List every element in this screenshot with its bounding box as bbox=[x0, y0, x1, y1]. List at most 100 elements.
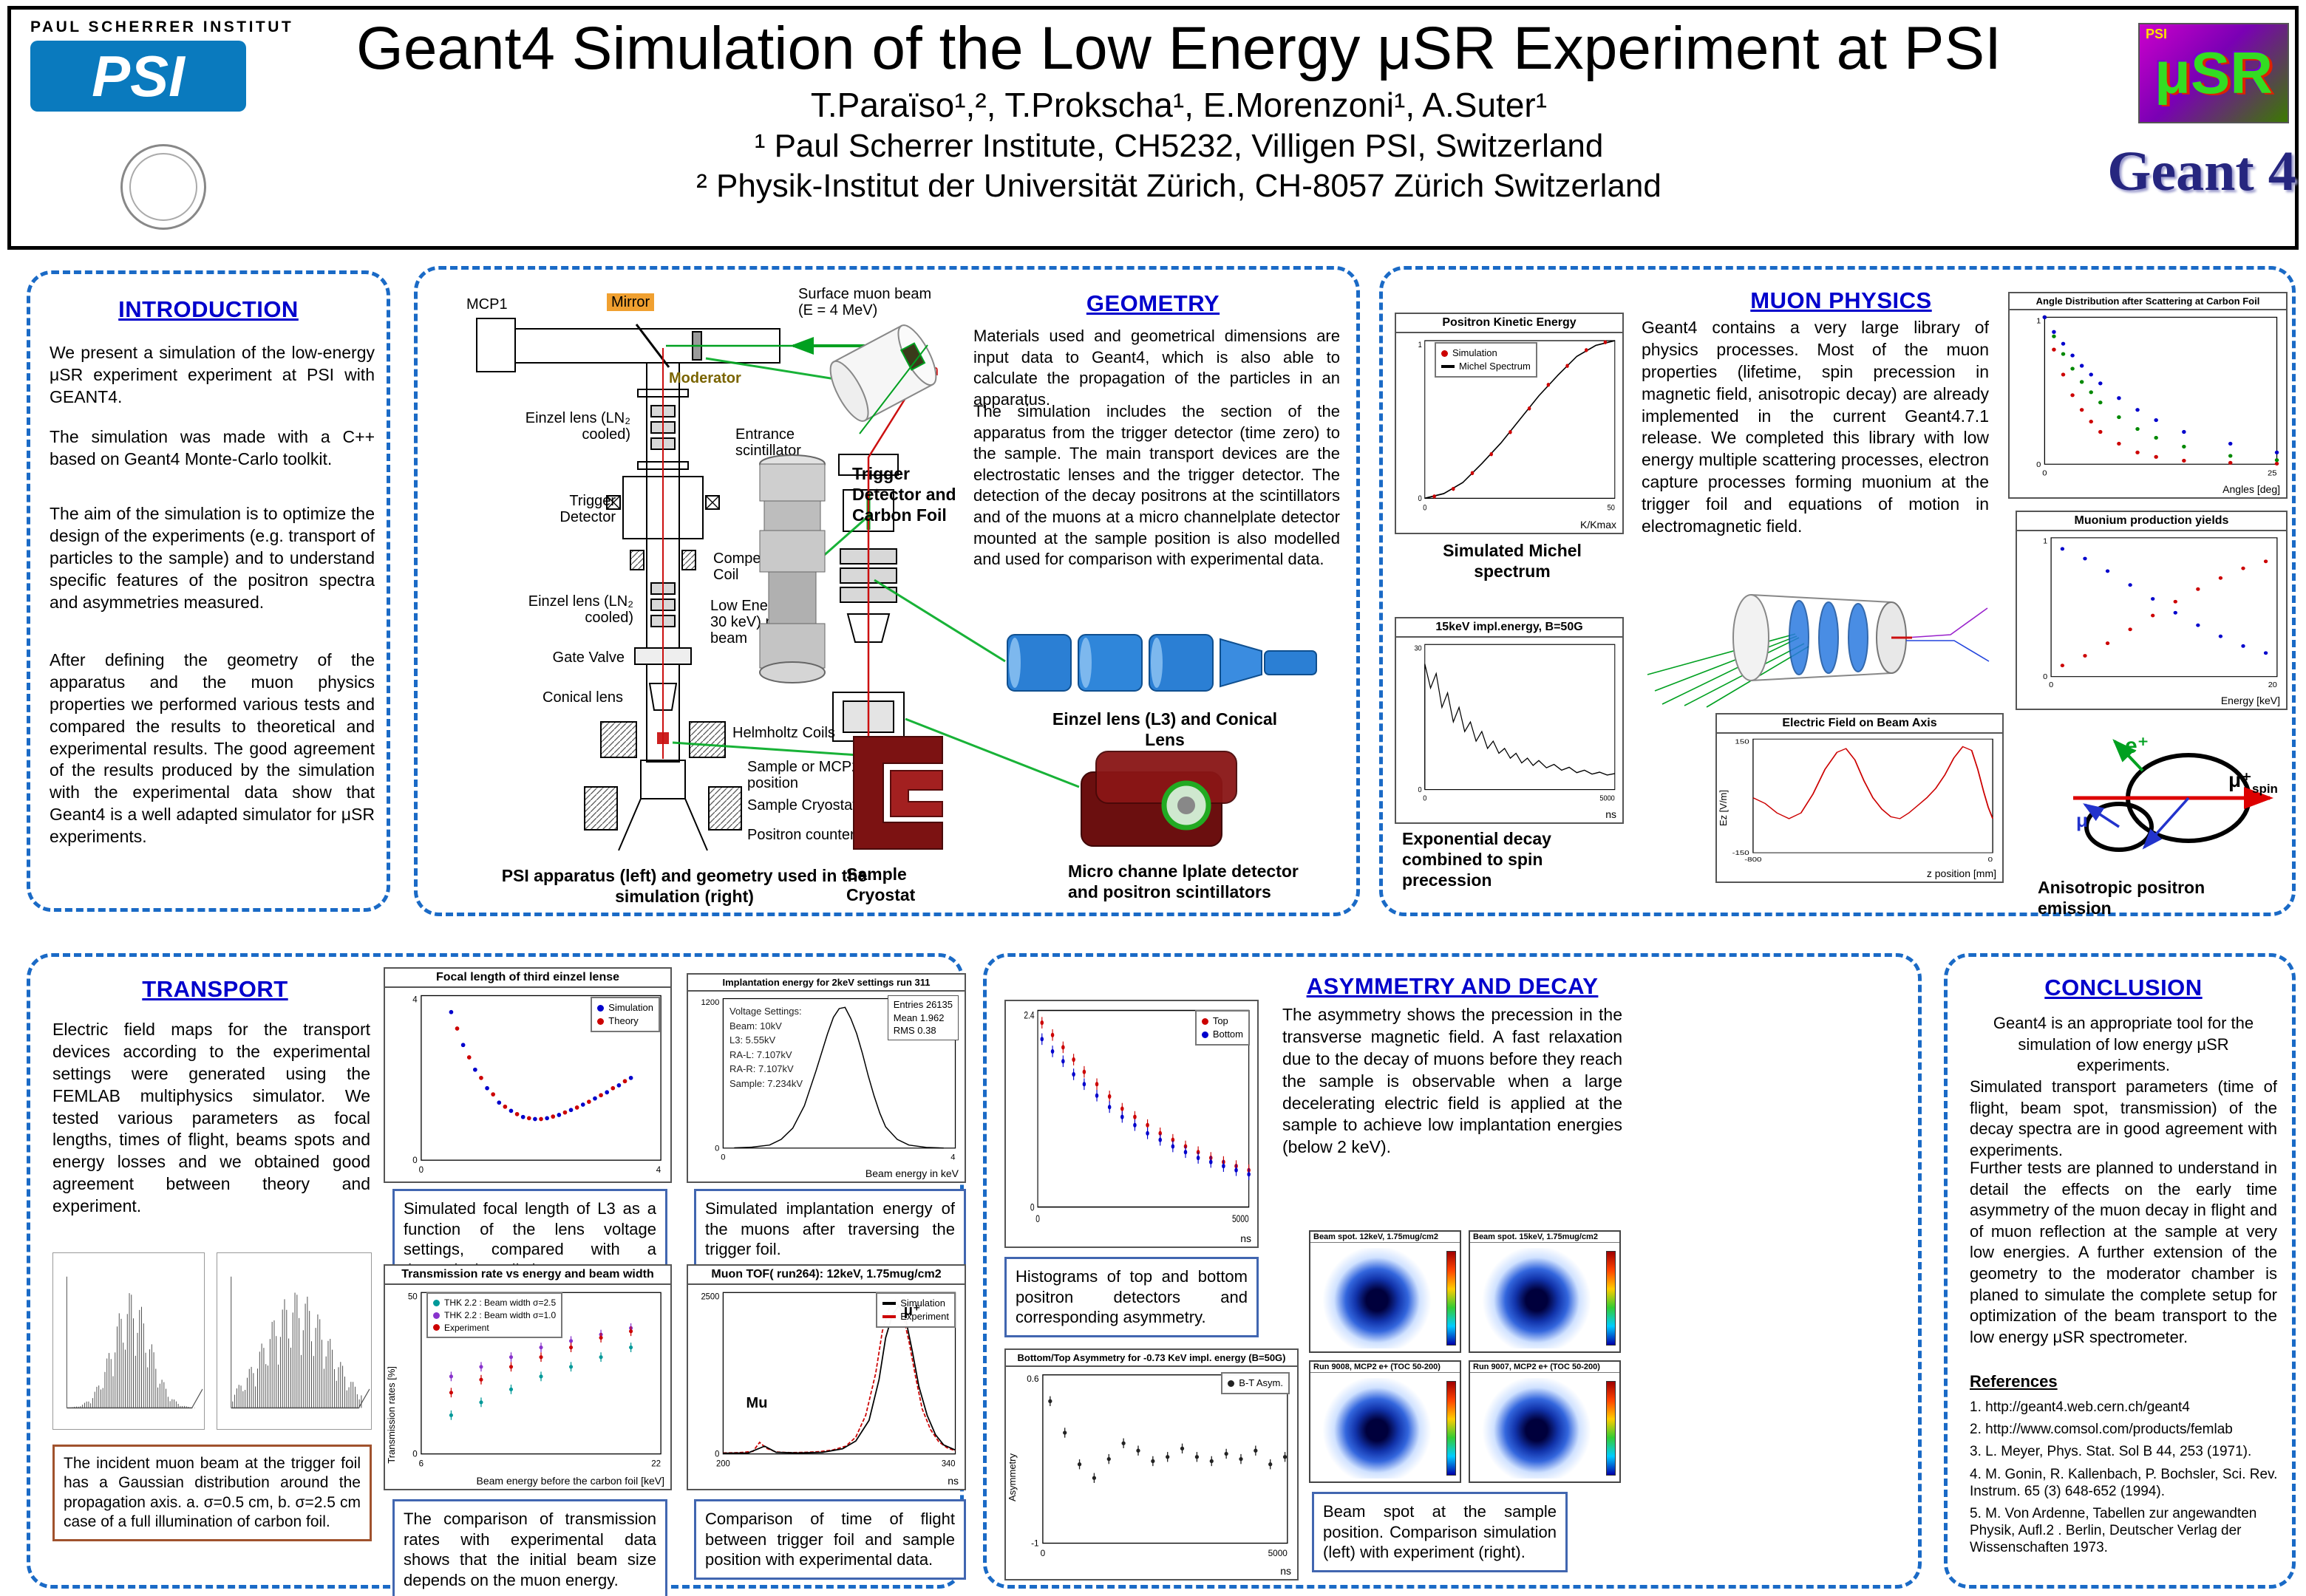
beam-3d-plot-a bbox=[52, 1252, 205, 1430]
muon-physics-paragraph: Geant4 contains a very large library of … bbox=[1642, 318, 1989, 536]
legend-marker bbox=[597, 1017, 605, 1025]
muon-physics-heading: MUON PHYSICS bbox=[1750, 287, 1932, 313]
x-axis-label: ns bbox=[1240, 1232, 1251, 1244]
asymmetry-heading: ASYMMETRY AND DECAY bbox=[1306, 973, 1599, 999]
beam-spot-blob bbox=[1313, 1378, 1441, 1479]
svg-text:200: 200 bbox=[716, 1459, 730, 1468]
svg-text:5000: 5000 bbox=[1599, 794, 1615, 803]
affiliation-1: ¹ Paul Scherrer Institute, CH5232, Villi… bbox=[754, 128, 1604, 164]
reference-item: 5. M. Von Ardenne, Tabellen zur angewand… bbox=[1970, 1505, 2257, 1556]
conclusion-paragraph: Simulated transport parameters (time of … bbox=[1970, 1077, 2277, 1159]
x-axis-label: Beam energy before the carbon foil [keV] bbox=[476, 1475, 664, 1487]
anisotropic-emission-diagram: e⁺ μ μ⁺ spin bbox=[2073, 734, 2278, 852]
apparatus-figure: MCP1 Mirror Moderator Surface muon beam … bbox=[425, 280, 972, 856]
legend-label: Simulation bbox=[1452, 347, 1497, 358]
muplus-label: μ⁺ bbox=[2228, 768, 2252, 791]
header: PAUL SCHERRER INSTITUT PSI Geant4 Simula… bbox=[7, 6, 2299, 250]
section-muon-physics: MUON PHYSICS Positron Kinetic Energy 0 50… bbox=[1379, 266, 2296, 918]
svg-text:0: 0 bbox=[2042, 469, 2047, 478]
chart-plot: 0 4 0 4 bbox=[412, 995, 661, 1175]
chart-plot: 0 5000 0 2.4 bbox=[1024, 1009, 1251, 1224]
chart-transmission-rate: Transmission rate vs energy and beam wid… bbox=[384, 1264, 672, 1490]
svg-text:0: 0 bbox=[715, 1145, 719, 1153]
implantation-caption: Simulated implantation energy of the muo… bbox=[694, 1189, 966, 1269]
moderator-render bbox=[829, 324, 937, 434]
legend-marker bbox=[597, 1004, 605, 1012]
settings-line: L3: 5.55kV bbox=[729, 1034, 776, 1046]
transport-paragraph: Electric field maps for the transport de… bbox=[52, 1020, 370, 1216]
legend-marker bbox=[433, 1299, 440, 1306]
legend-label: THK 2.2 : Beam width σ=1.0 bbox=[444, 1309, 557, 1320]
chart-title: Positron Kinetic Energy bbox=[1396, 314, 1622, 333]
chart-implantation-energy: Implantation energy for 2keV settings ru… bbox=[687, 973, 966, 1183]
introduction-heading: INTRODUCTION bbox=[118, 296, 299, 322]
chart-plot: -800 0 -150 150 bbox=[1732, 738, 1994, 863]
geant4-logo: Geant 4 bbox=[2107, 140, 2296, 202]
chart-bt-asymmetry: Bottom/Top Asymmetry for -0.73 KeV impl.… bbox=[1004, 1348, 1299, 1580]
x-axis-label: Energy [keV] bbox=[2220, 695, 2280, 706]
mu-label: μ bbox=[2076, 809, 2088, 831]
decay-caption: Exponential decay combined to spin prece… bbox=[1402, 829, 1551, 890]
svg-text:0: 0 bbox=[1423, 794, 1427, 803]
geometry-paragraph: The simulation includes the section of t… bbox=[973, 402, 1340, 569]
introduction-paragraph: The aim of the simulation is to optimize… bbox=[50, 504, 375, 612]
beam-spot-title: Run 9008, MCP2 e+ (TOC 50-200) bbox=[1310, 1362, 1460, 1373]
svg-text:-1: -1 bbox=[1031, 1538, 1039, 1548]
apparatus-caption: PSI apparatus (left) and geometry used i… bbox=[501, 866, 868, 907]
label-einzel-lens-lower: Einzel lens (LN₂ cooled) bbox=[528, 593, 633, 626]
trigger-detector-render bbox=[759, 454, 826, 683]
references-heading: References bbox=[1970, 1372, 2058, 1391]
emission-caption: Anisotropic positron emission bbox=[2038, 878, 2205, 918]
beam-spot-blob bbox=[1313, 1248, 1441, 1348]
section-asymmetry: ASYMMETRY AND DECAY 0 5000 0 2.4 ns Top Bot… bbox=[983, 953, 1922, 1589]
chart-plot: 0 5000 0 30 bbox=[1414, 644, 1615, 803]
svg-text:1: 1 bbox=[2036, 317, 2041, 326]
chart-title: Bottom/Top Asymmetry for -0.73 KeV impl.… bbox=[1006, 1350, 1297, 1367]
introduction-paragraph: After defining the geometry of the appar… bbox=[50, 650, 375, 847]
university-seal-inner bbox=[129, 153, 197, 221]
geometry-heading: GEOMETRY bbox=[1086, 290, 1220, 316]
svg-text:0: 0 bbox=[1418, 494, 1422, 503]
svg-text:0: 0 bbox=[2043, 673, 2047, 681]
reference-item: 4. M. Gonin, R. Kallenbach, P. Bochsler,… bbox=[1970, 1466, 2278, 1499]
label-helmholtz-coils: Helmholtz Coils bbox=[732, 725, 835, 741]
legend-marker bbox=[882, 1315, 897, 1319]
svg-text:0: 0 bbox=[412, 1450, 417, 1459]
label-sample-position: Sample or MCP2 position bbox=[747, 759, 860, 791]
chart-title: Implantation energy for 2keV settings ru… bbox=[688, 975, 965, 992]
legend: Simulation Experiment bbox=[876, 1292, 956, 1329]
chart-plot: 0 5000 -1 0.6 bbox=[1027, 1374, 1288, 1558]
asymmetry-paragraph: The asymmetry shows the precession in th… bbox=[1282, 1005, 1622, 1157]
chart-michel-spectrum: Positron Kinetic Energy 0 50 0 1 K/Kmax Sim… bbox=[1395, 313, 1624, 534]
chart-electric-field: Electric Field on Beam Axis -800 0 -150 150… bbox=[1715, 713, 2004, 883]
svg-text:2500: 2500 bbox=[701, 1292, 719, 1301]
legend-marker bbox=[882, 1302, 897, 1306]
svg-text:1200: 1200 bbox=[701, 998, 719, 1007]
y-axis-label: Ez [V/m] bbox=[1718, 789, 1729, 826]
university-seal bbox=[120, 144, 206, 230]
voltage-settings: Voltage Settings: Beam: 10kV L3: 5.55kV … bbox=[729, 1004, 803, 1091]
legend-label: Experiment bbox=[444, 1322, 489, 1333]
settings-line: Sample: 7.234kV bbox=[729, 1077, 803, 1089]
legend-item: Top bbox=[1201, 1014, 1243, 1028]
x-axis-label: z position [mm] bbox=[1926, 867, 1996, 879]
figure-label-mcp: Micro channe lplate detector and positro… bbox=[1068, 862, 1299, 902]
legend-label: Bottom bbox=[1212, 1029, 1243, 1040]
simulation-3d-render bbox=[1647, 594, 1990, 708]
label-einzel-lens-upper: Einzel lens (LN₂ cooled) bbox=[525, 410, 630, 443]
stat-mean: Mean 1.962 bbox=[893, 1012, 945, 1023]
chart-positron-histograms: 0 5000 0 2.4 ns Top Bottom bbox=[1004, 1000, 1259, 1248]
stat-entries: Entries 26135 bbox=[893, 999, 953, 1010]
label-surface-muon-beam: Surface muon beam (E = 4 MeV) bbox=[798, 286, 932, 318]
reference-item: 2. http://www.comsol.com/products/femlab bbox=[1970, 1422, 2233, 1438]
settings-line: RA-L: 7.107kV bbox=[729, 1048, 792, 1060]
legend-item: Experiment bbox=[433, 1322, 556, 1334]
label-positron-counters: Positron counters bbox=[747, 827, 863, 843]
legend-label: Experiment bbox=[900, 1311, 949, 1323]
einzel-lens-render bbox=[1007, 634, 1317, 692]
reference-item: 3. L. Meyer, Phys. Stat. Sol B 44, 253 (… bbox=[1970, 1444, 2252, 1460]
beam-spot-sim-2: Run 9008, MCP2 e+ (TOC 50-200) bbox=[1309, 1360, 1461, 1483]
mcp-detector-render bbox=[1081, 751, 1237, 847]
legend: Simulation Michel Spectrum bbox=[1435, 342, 1537, 378]
legend: THK 2.2 : Beam width σ=2.5 THK 2.2 : Bea… bbox=[426, 1292, 563, 1339]
